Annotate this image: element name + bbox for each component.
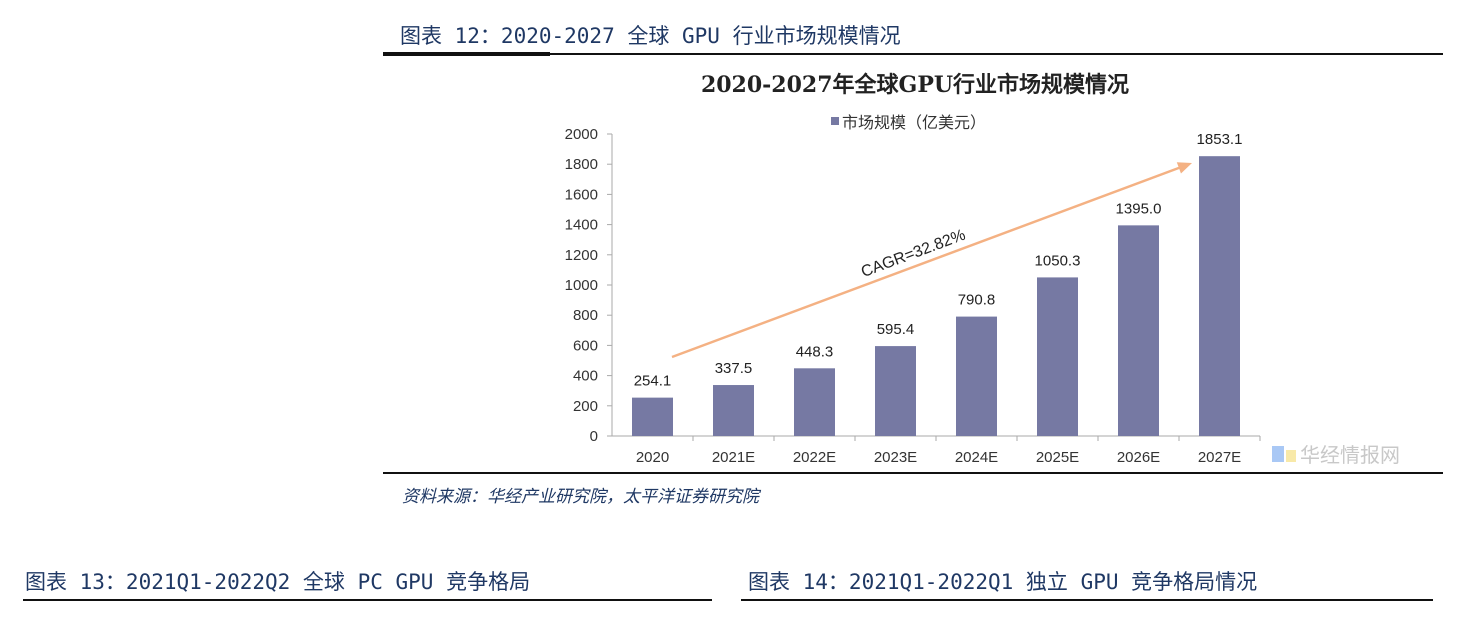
x-tick-label: 2026E (1117, 449, 1160, 466)
x-tick-label: 2021E (712, 449, 755, 466)
caption-rule (550, 53, 1443, 55)
chart-bottom-rule (383, 472, 1443, 474)
bar (713, 385, 754, 436)
figure-13-rule (23, 599, 712, 601)
bar (875, 346, 916, 436)
figure-12-caption: 图表 12：2020-2027 全球 GPU 行业市场规模情况 (400, 24, 901, 48)
y-tick-label: 1800 (565, 156, 598, 173)
figure-13-caption: 图表 13：2021Q1-2022Q2 全球 PC GPU 竞争格局 (25, 570, 531, 594)
bar-chart: 2020-2027年全球GPU行业市场规模情况 市场规模（亿美元） 0 200 40… (565, 72, 1400, 467)
y-tick-label: 200 (573, 398, 598, 415)
x-tick-label: 2025E (1036, 449, 1079, 466)
bar (956, 316, 997, 436)
data-label: 1395.0 (1116, 200, 1162, 217)
y-tick-label: 1200 (565, 247, 598, 264)
arrow-head-icon (1176, 162, 1192, 174)
y-tick-label: 1600 (565, 186, 598, 203)
y-tick-label: 2000 (565, 126, 598, 143)
y-tick-label: 1000 (565, 277, 598, 294)
x-tick-label: 2027E (1198, 449, 1241, 466)
bar (1199, 156, 1240, 437)
source-note: 资料来源：华经产业研究院，太平洋证券研究院 (402, 487, 759, 507)
bar (794, 368, 835, 436)
legend-swatch (831, 117, 839, 125)
watermark-text: 华经情报网 (1300, 444, 1400, 467)
cagr-arrow (671, 164, 1185, 359)
watermark-logo (1272, 446, 1284, 462)
y-tick-label: 600 (573, 337, 598, 354)
bar (632, 397, 673, 436)
data-label: 595.4 (877, 321, 915, 338)
data-label: 790.8 (958, 292, 996, 309)
legend-label: 市场规模（亿美元） (842, 114, 986, 132)
bar (1037, 277, 1078, 436)
data-label: 1853.1 (1197, 131, 1243, 148)
figure-14-caption: 图表 14：2021Q1-2022Q1 独立 GPU 竞争格局情况 (748, 570, 1258, 594)
x-tick-label: 2024E (955, 449, 998, 466)
x-tick-label: 2020 (636, 449, 669, 466)
y-tick-label: 1400 (565, 217, 598, 234)
caption-rule-accent (383, 52, 550, 56)
data-label: 448.3 (796, 343, 834, 360)
data-label: 254.1 (634, 373, 672, 390)
bar (1118, 225, 1159, 436)
watermark-logo (1286, 450, 1296, 462)
data-label: 1050.3 (1035, 252, 1081, 269)
figure-14-rule (741, 599, 1433, 601)
x-tick-label: 2022E (793, 449, 836, 466)
y-tick-label: 0 (590, 428, 598, 445)
x-tick-label: 2023E (874, 449, 917, 466)
y-tick-label: 400 (573, 368, 598, 385)
y-tick-label: 800 (573, 307, 598, 324)
chart-title: 2020-2027年全球GPU行业市场规模情况 (701, 72, 1129, 98)
data-label: 337.5 (715, 360, 753, 377)
